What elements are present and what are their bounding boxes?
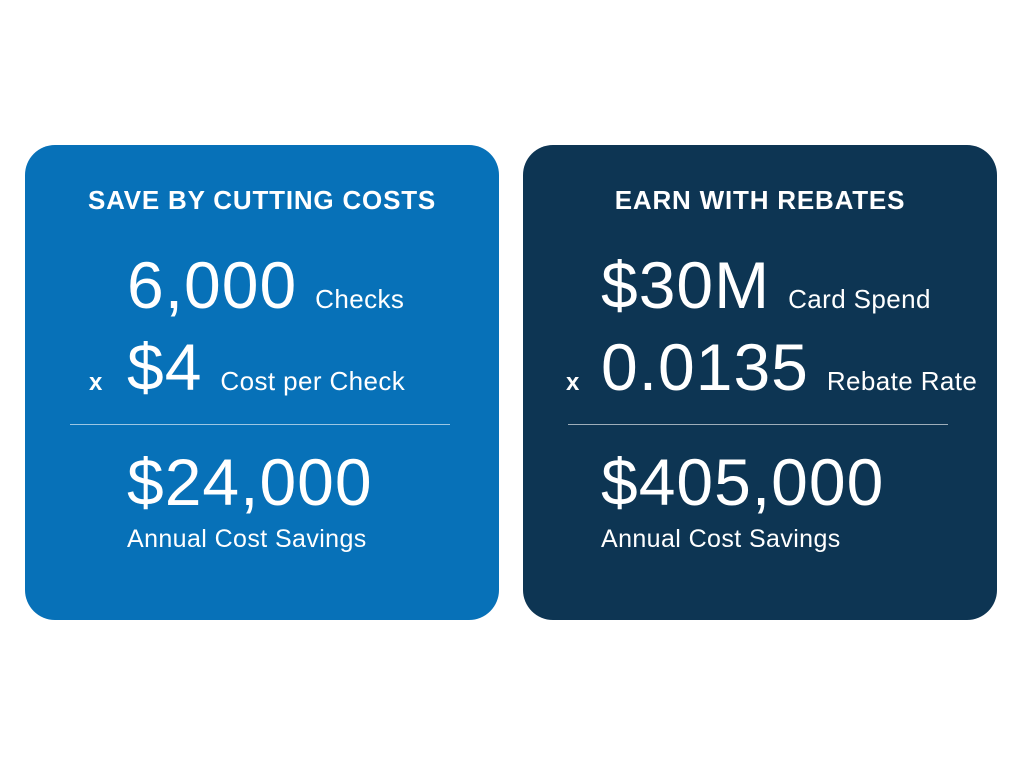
sum-divider	[568, 424, 948, 425]
save-costs-card: SAVE BY CUTTING COSTS 6,000 Checks x $4 …	[25, 145, 499, 620]
factor-row: $30M Card Spend	[523, 252, 997, 318]
factor-unit: Checks	[315, 284, 405, 314]
result-label: Annual Cost Savings	[601, 525, 841, 553]
earn-rebates-card: EARN WITH REBATES $30M Card Spend x 0.01…	[523, 145, 997, 620]
multiply-operator: x	[566, 369, 580, 396]
factor-row: x $4 Cost per Check	[25, 334, 499, 400]
result-value: $405,000	[601, 445, 885, 519]
calculation-rows: $30M Card Spend x 0.0135 Rebate Rate	[523, 252, 997, 400]
factor-value: $30M	[601, 248, 771, 322]
factor-row: x 0.0135 Rebate Rate	[523, 334, 997, 400]
sum-divider	[70, 424, 450, 425]
result-label: Annual Cost Savings	[127, 525, 367, 553]
multiply-operator: x	[89, 369, 103, 396]
factor-value: $4	[127, 330, 203, 404]
factor-unit: Rebate Rate	[826, 366, 978, 396]
calculation-rows: 6,000 Checks x $4 Cost per Check	[25, 252, 499, 400]
factor-value: 0.0135	[601, 330, 809, 404]
result-value: $24,000	[127, 445, 373, 519]
card-title: EARN WITH REBATES	[614, 185, 906, 215]
card-title: SAVE BY CUTTING COSTS	[87, 185, 437, 215]
factor-unit: Cost per Check	[220, 366, 406, 396]
factor-value: 6,000	[127, 248, 298, 322]
factor-unit: Card Spend	[788, 284, 931, 314]
result-block: $405,000 Annual Cost Savings	[523, 449, 997, 554]
result-block: $24,000 Annual Cost Savings	[25, 449, 499, 554]
factor-row: 6,000 Checks	[25, 252, 499, 318]
